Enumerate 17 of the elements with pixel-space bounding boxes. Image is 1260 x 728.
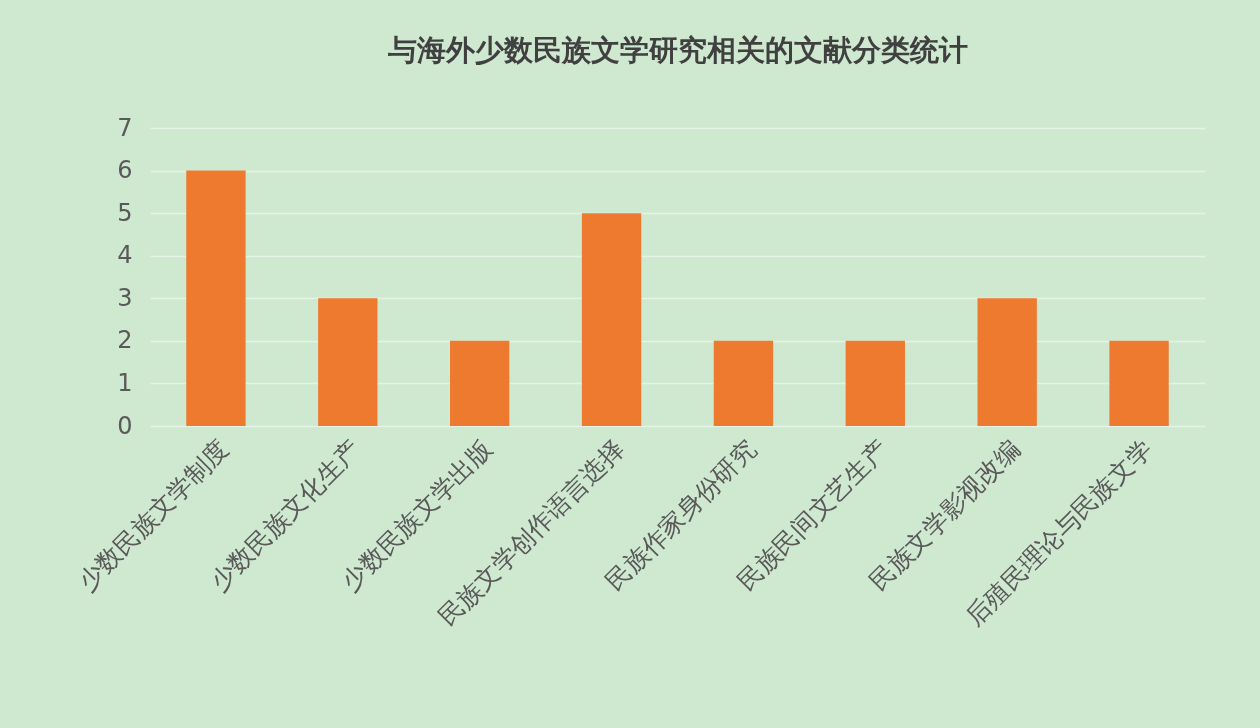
bar (1109, 340, 1169, 426)
y-tick-label: 0 (117, 411, 133, 440)
y-tick-label: 2 (117, 326, 133, 355)
y-tick-label: 3 (117, 283, 133, 312)
chart-title: 与海外少数民族文学研究相关的文献分类统计 (386, 33, 968, 67)
bar (581, 213, 642, 426)
y-tick-label: 7 (117, 113, 133, 142)
y-tick-label: 5 (117, 198, 133, 227)
y-tick-label: 6 (117, 156, 133, 185)
bar (845, 340, 905, 426)
y-tick-label: 1 (117, 368, 133, 397)
bar (318, 298, 378, 426)
bar (450, 340, 510, 426)
bar (186, 170, 246, 426)
y-tick-label: 4 (117, 241, 133, 270)
bar (713, 340, 774, 426)
bar (977, 298, 1037, 426)
